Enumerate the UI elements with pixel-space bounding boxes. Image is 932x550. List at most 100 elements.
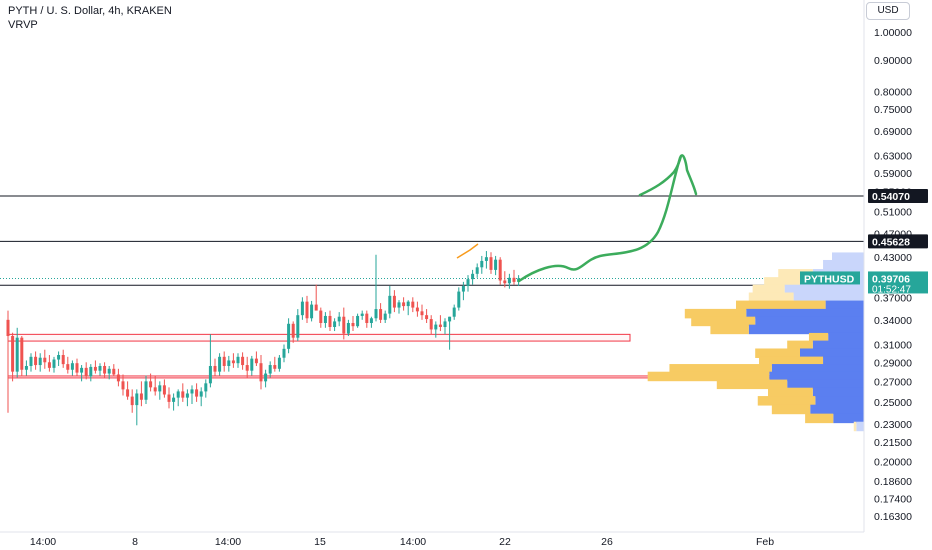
- symbol-label-box: [800, 271, 860, 285]
- projection-drawing: [456, 154, 698, 283]
- time-tick-label: 22: [499, 536, 511, 548]
- currency-button[interactable]: USD: [866, 2, 910, 20]
- volume-bar-sell: [784, 284, 864, 295]
- time-tick-label: 14:00: [30, 536, 56, 548]
- volume-bar-buy: [748, 292, 794, 303]
- candle-body: [277, 357, 281, 369]
- support-zone: [7, 333, 631, 342]
- price-label-text: 0.54070: [872, 191, 910, 203]
- candle-body: [296, 315, 300, 338]
- price-label-box: [868, 189, 928, 204]
- candle-body: [346, 322, 350, 334]
- time-axis[interactable]: 14:00 8 14:00 15 14:00 22 26 Feb: [30, 536, 774, 548]
- volume-bar-sell: [823, 259, 864, 270]
- time-tick-label: Feb: [756, 536, 774, 548]
- candle-body: [116, 374, 120, 382]
- candle-body: [75, 363, 79, 373]
- volume-bar-sell: [812, 340, 864, 351]
- volume-bar-buy: [853, 421, 857, 432]
- projection-arrowhead: [638, 154, 683, 197]
- candle-body: [93, 366, 97, 371]
- candle-body: [126, 389, 130, 397]
- price-tick-label: 0.25000: [874, 397, 912, 409]
- volume-bar-buy: [764, 277, 800, 287]
- candle-body: [379, 309, 383, 320]
- candle-body: [254, 358, 258, 364]
- candle-body: [172, 397, 176, 402]
- countdown-text: 01:52:47: [872, 284, 911, 295]
- candle-body: [57, 355, 61, 360]
- candle-body: [420, 311, 424, 316]
- price-labels-layer: 0.540700.456280.38703PYTHUSD0.3970601:52…: [800, 189, 928, 295]
- candle-body: [374, 309, 378, 319]
- candle-body: [11, 336, 15, 372]
- candle-body: [480, 260, 484, 268]
- time-tick-label: 15: [314, 536, 326, 548]
- volume-bar-sell: [825, 300, 864, 311]
- chart-title: PYTH / U. S. Dollar, 4h, KRAKEN: [8, 5, 172, 17]
- volume-bar-sell: [856, 421, 864, 432]
- candle-body: [415, 307, 419, 312]
- candle-body: [273, 365, 277, 369]
- candle-body: [213, 365, 217, 372]
- price-tick-label: 0.51000: [874, 207, 912, 219]
- candle-body: [47, 362, 51, 368]
- candle-body: [195, 389, 199, 397]
- volume-bar-buy: [808, 332, 829, 343]
- candle-body: [411, 301, 415, 308]
- candle-body: [208, 365, 212, 384]
- candle-body: [392, 295, 396, 308]
- price-label-box: [868, 234, 928, 249]
- volume-bar-sell: [746, 308, 864, 319]
- candle-body: [38, 357, 42, 366]
- volume-bar-buy: [669, 364, 772, 374]
- candle-body: [503, 280, 507, 284]
- price-tick-label: 1.00000: [874, 27, 912, 39]
- volume-bar-sell: [823, 356, 864, 367]
- candle-body: [34, 356, 38, 366]
- price-tick-label: 0.63000: [874, 150, 912, 162]
- candle-body: [162, 385, 166, 395]
- candle-body: [84, 367, 88, 377]
- price-tick-label: 0.75000: [874, 104, 912, 116]
- candle-body: [6, 319, 10, 337]
- candle-body: [236, 356, 240, 364]
- price-tick-label: 0.16300: [874, 511, 912, 523]
- candle-body: [287, 323, 291, 349]
- candle-body: [337, 316, 341, 322]
- candle-body: [342, 316, 346, 334]
- volume-bar-buy: [691, 316, 756, 327]
- price-tick-label: 0.31000: [874, 339, 912, 351]
- candle-body: [43, 357, 47, 363]
- candle-body: [305, 301, 309, 319]
- candle-body: [489, 257, 493, 270]
- volume-bar-sell: [748, 324, 864, 335]
- candle-body: [153, 387, 157, 392]
- candle-body: [406, 301, 410, 307]
- candle-body: [369, 318, 373, 323]
- candle-body: [231, 360, 235, 364]
- time-tick-label: 8: [132, 536, 138, 548]
- price-tick-label: 0.80000: [874, 87, 912, 99]
- candle-body: [112, 368, 116, 375]
- candle-body: [268, 365, 272, 374]
- current-price-box: [868, 271, 928, 294]
- candles-layer: [6, 251, 521, 426]
- volume-bar-buy: [768, 387, 813, 398]
- candle-body: [461, 285, 465, 292]
- price-tick-label: 0.37000: [874, 292, 912, 304]
- price-tick-label: 0.34000: [874, 315, 912, 327]
- candle-body: [323, 315, 327, 323]
- candle-body: [425, 315, 429, 320]
- candle-body: [333, 321, 337, 327]
- candle-body: [98, 365, 102, 371]
- price-tick-label: 0.43000: [874, 252, 912, 264]
- candle-body: [282, 348, 286, 358]
- volume-bar-buy: [736, 300, 826, 311]
- candle-body: [498, 259, 502, 281]
- volume-bar-buy: [716, 379, 788, 390]
- indicator-label[interactable]: VRVP: [8, 19, 38, 31]
- candle-body: [388, 295, 392, 314]
- volume-bar-sell: [769, 371, 864, 382]
